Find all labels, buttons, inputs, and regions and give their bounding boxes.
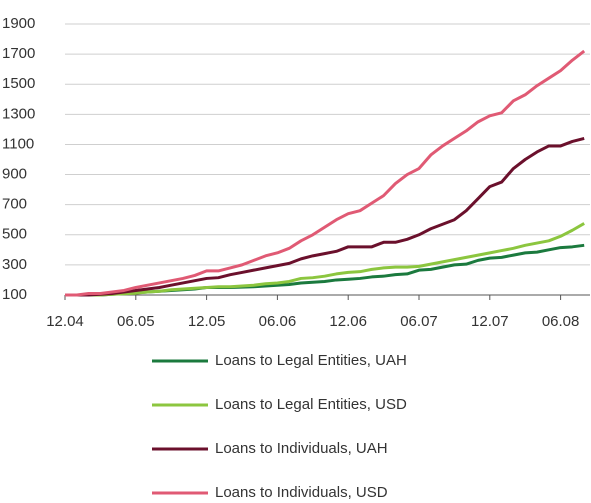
legend-label: Loans to Legal Entities, USD	[215, 396, 407, 413]
legend-label: Loans to Legal Entities, UAH	[215, 352, 407, 369]
legend-label: Loans to Individuals, USD	[215, 484, 388, 501]
x-tick-label: 12.06	[329, 313, 367, 330]
x-tick-label: 06.08	[542, 313, 580, 330]
y-tick-label: 100	[2, 286, 27, 303]
y-tick-label: 1700	[2, 45, 35, 62]
y-tick-label: 900	[2, 166, 27, 183]
x-tick-label: 12.07	[471, 313, 509, 330]
x-tick-label: 06.05	[117, 313, 155, 330]
x-tick-label: 12.05	[188, 313, 226, 330]
y-tick-label: 1900	[2, 15, 35, 32]
y-tick-label: 1100	[2, 135, 34, 152]
y-tick-label: 1500	[2, 75, 35, 92]
y-tick-label: 700	[2, 196, 27, 213]
series-line	[65, 222, 585, 297]
series-line	[65, 136, 585, 297]
x-tick-label: 06.07	[400, 313, 438, 330]
y-tick-label: 300	[2, 256, 27, 273]
y-tick-label: 500	[2, 226, 27, 243]
x-tick-label: 12.04	[46, 313, 84, 330]
x-tick-label: 06.06	[259, 313, 297, 330]
y-tick-label: 1300	[2, 105, 35, 122]
series-line	[65, 49, 586, 297]
legend-label: Loans to Individuals, UAH	[215, 440, 388, 457]
